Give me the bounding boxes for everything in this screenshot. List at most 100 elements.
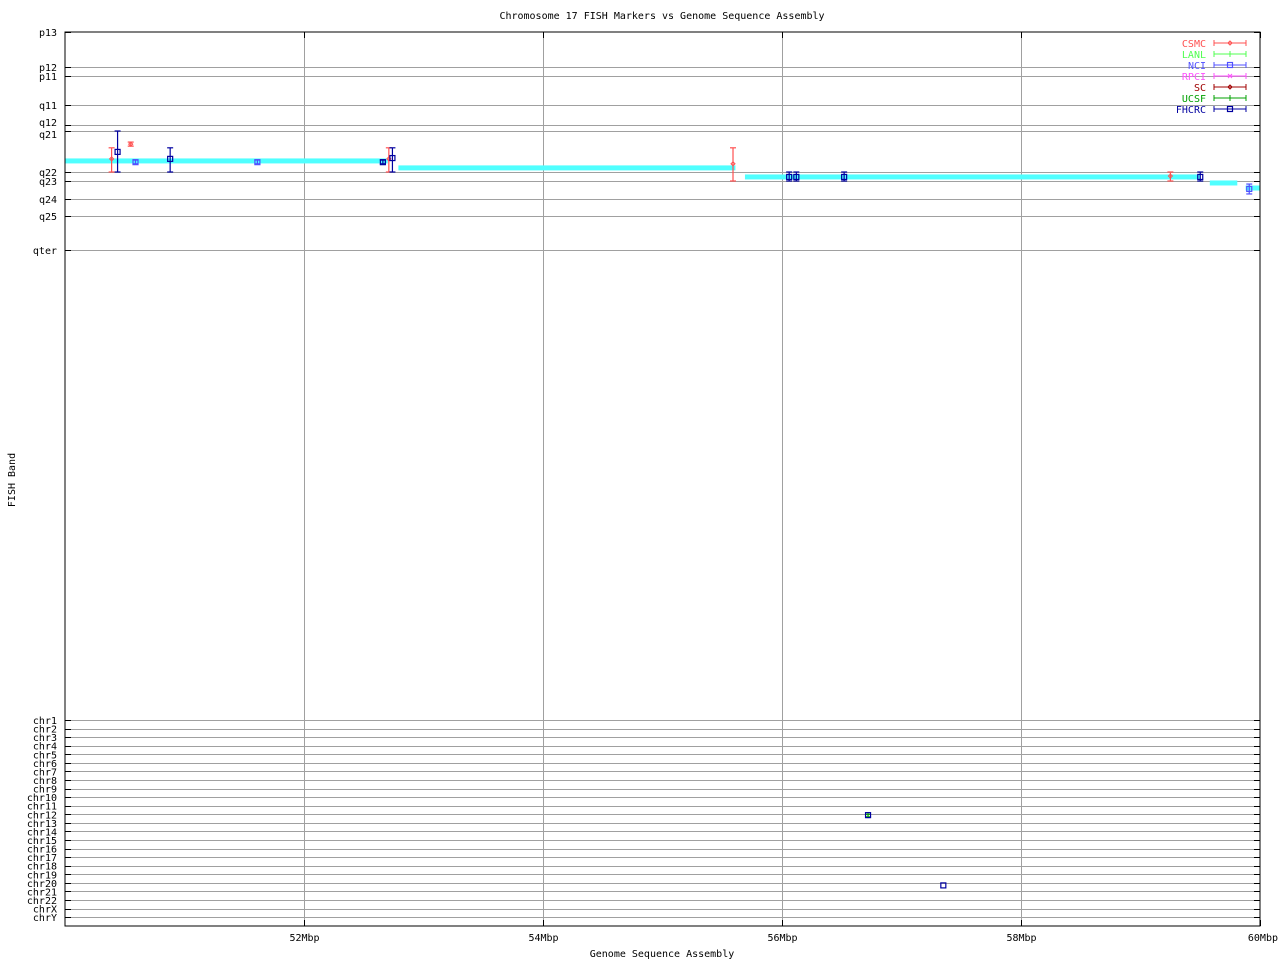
box-marker (389, 154, 396, 162)
legend-label: LANL (1182, 50, 1206, 61)
y-tick-label: qter (33, 246, 57, 257)
y-tick-label: q23 (39, 177, 57, 188)
legend-entry-rpci: RPCI (1182, 72, 1247, 83)
y-tick-label: chr14 (27, 827, 57, 838)
point-csmc (1167, 171, 1174, 182)
point-fhcrc (167, 147, 174, 173)
y-tick-label: chr9 (33, 785, 57, 796)
box-marker (114, 148, 121, 156)
assembly-segment (1209, 180, 1238, 186)
diamond-marker (386, 156, 392, 162)
y-tick-label: chr13 (27, 819, 57, 830)
point-csmc (127, 141, 134, 147)
y-tick-label: chr22 (27, 896, 57, 907)
diamond-marker (1227, 84, 1233, 90)
y-tick-label: chrX (33, 905, 57, 916)
y-tick-label: chr17 (27, 853, 57, 864)
point-fhcrc (389, 147, 396, 173)
x-tick-label: 56Mbp (767, 933, 797, 944)
x-axis-label: Genome Sequence Assembly (590, 949, 735, 960)
y-tick-label: p13 (39, 28, 57, 39)
legend-label: UCSF (1182, 94, 1206, 105)
point-nci (254, 159, 261, 166)
y-tick-label: chr1 (33, 716, 57, 727)
y-tick-label: p12 (39, 63, 57, 74)
diamond-marker (730, 161, 736, 167)
legend-entry-sc: SC (1194, 83, 1247, 94)
y-tick-label: chr8 (33, 776, 57, 787)
y-tick-label: chr12 (27, 810, 57, 821)
diamond-marker (1227, 40, 1233, 46)
x-tick-label: 52Mbp (289, 933, 319, 944)
legend-entry-ucsf: UCSF (1182, 94, 1247, 105)
box-marker (864, 812, 872, 819)
box-marker (1197, 173, 1204, 181)
y-tick-label: q11 (39, 101, 57, 112)
y-tick-label: chr6 (33, 759, 57, 770)
chart-title: Chromosome 17 FISH Markers vs Genome Seq… (499, 11, 824, 22)
box-marker (793, 173, 800, 181)
y-tick-label: chr11 (27, 802, 57, 813)
cross-marker (1227, 73, 1233, 79)
point-nci (1246, 183, 1253, 195)
box-marker (254, 159, 261, 166)
data-points (108, 130, 1253, 889)
box-marker (841, 173, 848, 181)
point-fhcrc (114, 130, 121, 173)
box-marker (1226, 105, 1234, 113)
legend-label: RPCI (1182, 72, 1206, 83)
y-tick-label: chr4 (33, 742, 57, 753)
y-tick-label: q21 (39, 130, 57, 141)
diamond-marker (128, 141, 134, 147)
y-axis-label: FISH Band (7, 453, 18, 507)
assembly-segment (744, 174, 1201, 180)
assembly-segment (1245, 185, 1260, 191)
diamond-marker (108, 156, 115, 162)
box-marker (379, 159, 386, 166)
y-tick-label: chr7 (33, 767, 57, 778)
point-fhcrc (793, 171, 800, 182)
legend-entry-lanl: LANL (1182, 50, 1247, 61)
legend-entry-csmc: CSMC (1182, 39, 1247, 50)
y-tick-label: chr21 (27, 887, 57, 898)
legend-label: CSMC (1182, 39, 1206, 50)
box-marker (167, 155, 174, 162)
y-tick-label: chr16 (27, 845, 57, 856)
y-tick-label: q22 (39, 168, 57, 179)
box-marker (1226, 61, 1234, 69)
box-marker (1246, 185, 1253, 193)
x-tick-label: 54Mbp (528, 933, 558, 944)
point-fhcrc (379, 159, 386, 166)
point-fhcrc (841, 171, 848, 182)
legend-label: NCI (1188, 61, 1206, 72)
legend-entry-nci: NCI (1188, 61, 1247, 72)
grid (65, 32, 1260, 926)
y-tick-label: chr3 (33, 733, 57, 744)
point-csmc (730, 147, 737, 182)
box-marker (940, 882, 947, 889)
point-fhcrc (864, 812, 872, 819)
point-nci (132, 159, 139, 166)
y-tick-label: chr5 (33, 750, 57, 761)
y-tick-label: chr10 (27, 793, 57, 804)
y-tick-label: chr19 (27, 870, 57, 881)
diamond-marker (1167, 173, 1174, 179)
assembly-segment (65, 158, 388, 164)
y-tick-label: chrY (33, 913, 57, 924)
y-tick-label: q25 (39, 212, 57, 223)
box-marker (786, 173, 793, 181)
y-tick-label: q12 (39, 118, 57, 129)
point-fhcrc (786, 171, 793, 182)
point-fhcrc (940, 882, 947, 889)
y-tick-label: chr18 (27, 862, 57, 873)
plot-border (64, 31, 1261, 927)
legend-label: FHCRC (1176, 105, 1206, 116)
y-tick-label: p11 (39, 72, 57, 83)
y-tick-label: q24 (39, 195, 57, 206)
y-tick-label: chr15 (27, 836, 57, 847)
y-tick-label: chr20 (27, 879, 57, 890)
assembly-segments (65, 158, 1260, 191)
